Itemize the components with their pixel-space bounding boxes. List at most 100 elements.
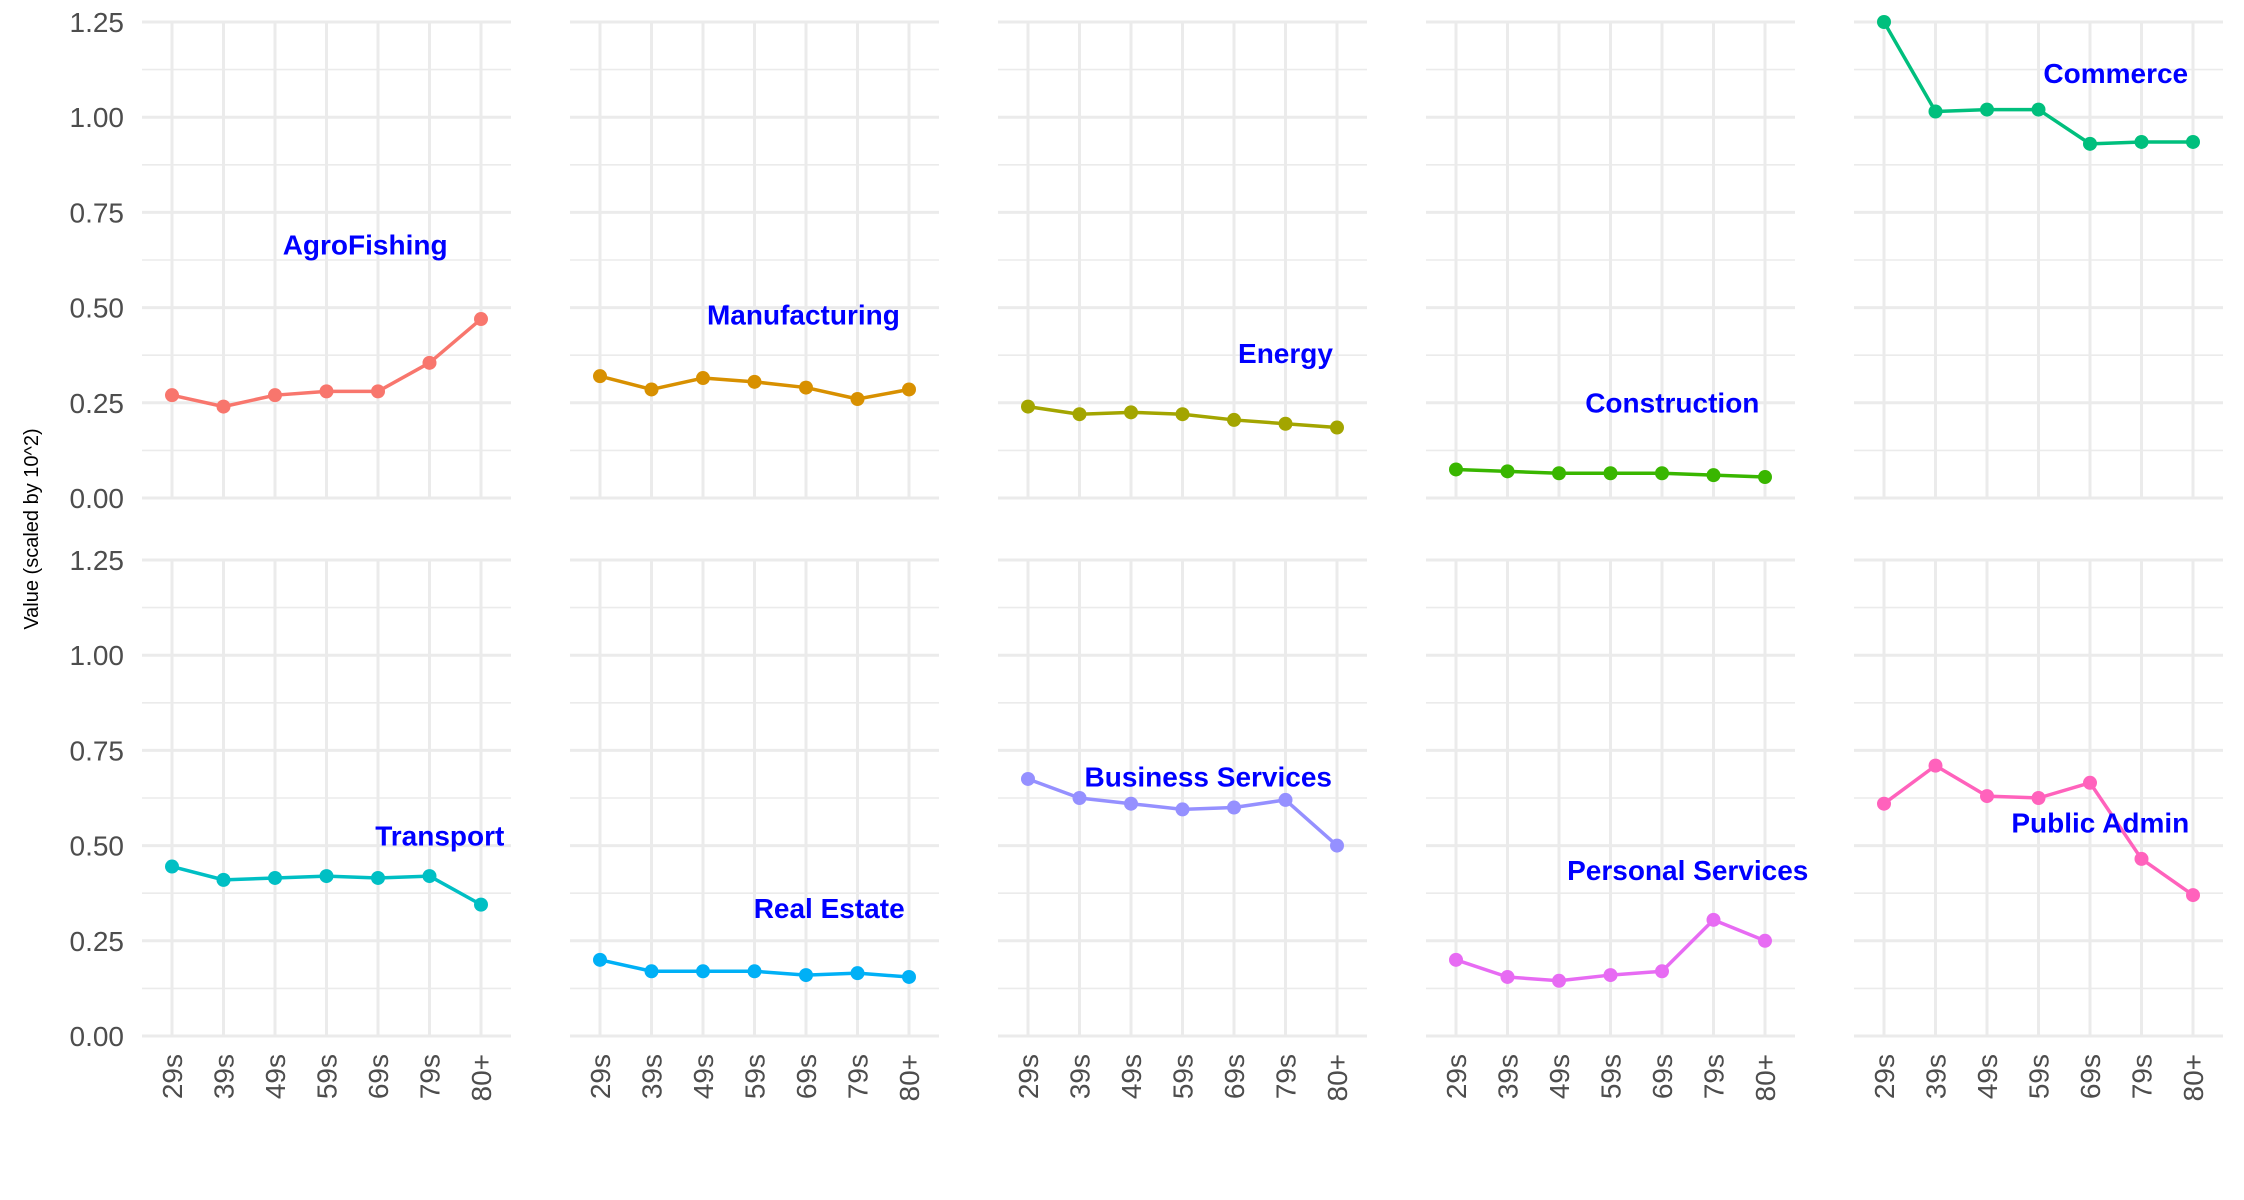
x-tick-label: 79s [1699,1054,1730,1099]
data-point [747,374,762,389]
x-tick-label: 39s [1065,1054,1096,1099]
data-point [2031,102,2046,117]
x-tick-label: 59s [312,1054,343,1099]
data-point [1278,416,1293,431]
y-tick-label: 0.25 [70,388,125,419]
y-tick-label: 1.00 [70,640,125,671]
x-tick-label: 79s [1271,1054,1302,1099]
data-point [1603,466,1618,481]
data-point [319,384,334,399]
data-point [1500,464,1515,479]
data-point [1877,15,1891,29]
data-point [747,964,762,979]
x-tick-label: 29s [1441,1054,1472,1099]
data-point [1500,969,1515,984]
data-point [1072,791,1087,805]
data-point [165,388,179,403]
data-point [1227,412,1241,427]
data-point [1021,399,1035,414]
data-point [2031,791,2046,805]
data-point [1758,933,1772,948]
x-tick-label: 69s [2075,1054,2106,1099]
data-point [1124,796,1138,811]
panel-transport: 0.00 0.25 0.50 0.75 1.00 1.25 29s 39s 49s 59s 69s 7… [70,545,511,1102]
data-point [593,952,607,967]
y-tick-label: 0.25 [70,926,125,957]
data-point [1655,964,1669,979]
data-point [2186,888,2200,903]
series-label-business-services: Business Services [1085,762,1333,793]
data-point [1072,407,1087,422]
x-tick-label: 39s [1921,1054,1952,1099]
x-tick-label: 80+ [1750,1054,1781,1102]
data-point [2083,136,2097,151]
y-tick-label: 0.50 [70,831,125,862]
panel-manufacturing: Manufacturing [570,20,939,500]
x-tick-label: 79s [415,1054,446,1099]
x-tick-label: 49s [688,1054,719,1099]
data-point [2083,775,2097,790]
data-point [799,380,813,395]
series-label-personal-services: Personal Services [1567,855,1808,886]
data-point [1175,802,1190,817]
data-point [474,312,488,327]
y-tick-label: 0.00 [70,483,125,514]
data-point [1124,405,1138,420]
y-tick-label: 0.75 [70,735,125,766]
series-label-construction: Construction [1585,387,1759,418]
data-point [422,355,437,370]
series-label-real-estate: Real Estate [754,893,905,924]
data-point [422,869,437,884]
x-tick-label: 59s [1168,1054,1199,1099]
y-tick-label: 0.50 [70,293,125,324]
data-point [1706,912,1721,927]
x-tick-label: 59s [2024,1054,2055,1099]
x-tick-label: 49s [1116,1054,1147,1099]
panel-agrofishing: 0.00 0.25 0.50 0.75 1.00 1.25 AgroFishing [70,7,511,514]
x-tick-label: 59s [740,1054,771,1099]
data-point [1330,420,1344,435]
data-point [1928,758,1943,773]
data-point [1175,407,1190,422]
series-label-public-admin: Public Admin [2011,807,2189,838]
data-point [644,964,659,979]
x-tick-label: 49s [260,1054,291,1099]
data-point [902,382,916,397]
data-point [2134,851,2149,866]
x-tick-label: 79s [843,1054,874,1099]
x-tick-label: 29s [1869,1054,1900,1099]
data-point [371,870,385,885]
y-tick-label: 1.25 [70,7,125,38]
panel-public-admin: 29s 39s 49s 59s 69s 79s 80+ Public Admin [1854,558,2223,1102]
x-tick-label: 80+ [466,1054,497,1102]
data-point [1758,470,1772,485]
data-point [216,872,231,887]
panel-personal-services: 29s 39s 49s 59s 69s 79s 80+ Personal Services [1426,558,1808,1102]
data-point [1603,968,1618,983]
y-axis-label: Value (scaled by 10^2) [21,428,43,629]
data-point [1655,466,1669,481]
data-point [1278,792,1293,807]
panel-business-services: 29s 39s 49s 59s 69s 79s 80+ Business Services [998,558,1367,1102]
data-point [2186,134,2200,149]
series-label-energy: Energy [1238,338,1333,369]
data-point [593,369,607,384]
data-point [799,968,813,983]
x-tick-label: 80+ [894,1054,925,1102]
data-point [1449,952,1463,967]
x-tick-label: 39s [637,1054,668,1099]
x-tick-label: 69s [791,1054,822,1099]
x-tick-label: 39s [1493,1054,1524,1099]
data-point [216,399,231,414]
data-point [1706,468,1721,483]
x-tick-label: 29s [1013,1054,1044,1099]
x-tick-label: 79s [2127,1054,2158,1099]
x-tick-label: 69s [363,1054,394,1099]
data-point [1552,973,1566,988]
data-point [1928,104,1943,119]
data-point [2134,134,2149,149]
x-tick-label: 29s [585,1054,616,1099]
data-point [1330,838,1344,853]
facet-panels: 0.00 0.25 0.50 0.75 1.00 1.25 AgroFishing Manuf… [70,7,2223,1102]
panel-energy: Energy [998,20,1367,500]
